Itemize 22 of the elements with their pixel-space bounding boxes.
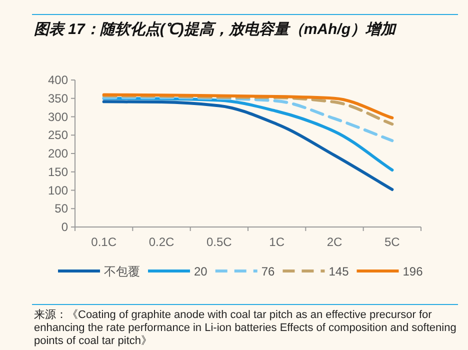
legend-label: 76 <box>261 264 276 278</box>
chart-title: 图表 17：随软化点(℃)提高，放电容量（mAh/g）增加 <box>34 20 398 38</box>
source-note: 来源：《Coating of graphite anode with coal tar pitch as an effective precursor for enhancing the rate performance in Li-ion batteries Effects of composition and softening points of coal tar pitch》 <box>34 308 456 347</box>
x-tick-label: 1C <box>269 235 285 249</box>
y-tick-label: 50 <box>54 202 68 216</box>
legend-label: 196 <box>402 264 424 278</box>
y-tick-label: 250 <box>48 128 68 142</box>
x-tick-label: 0.1C <box>91 235 117 249</box>
x-tick-label: 0.2C <box>148 235 174 249</box>
y-tick-label: 0 <box>61 220 68 234</box>
x-tick-label: 5C <box>384 235 400 249</box>
y-tick-label: 300 <box>48 110 68 124</box>
y-tick-label: 200 <box>48 146 68 160</box>
x-tick-label: 2C <box>326 235 342 249</box>
y-tick-label: 150 <box>48 164 68 179</box>
y-tick-label: 350 <box>48 91 68 106</box>
y-tick-label: 100 <box>48 183 68 198</box>
legend-label: 不包覆 <box>104 264 140 278</box>
y-tick-label: 400 <box>48 73 68 87</box>
x-tick-label: 0.5C <box>206 235 232 249</box>
legend-label: 145 <box>328 264 350 278</box>
legend-label: 20 <box>194 264 208 278</box>
